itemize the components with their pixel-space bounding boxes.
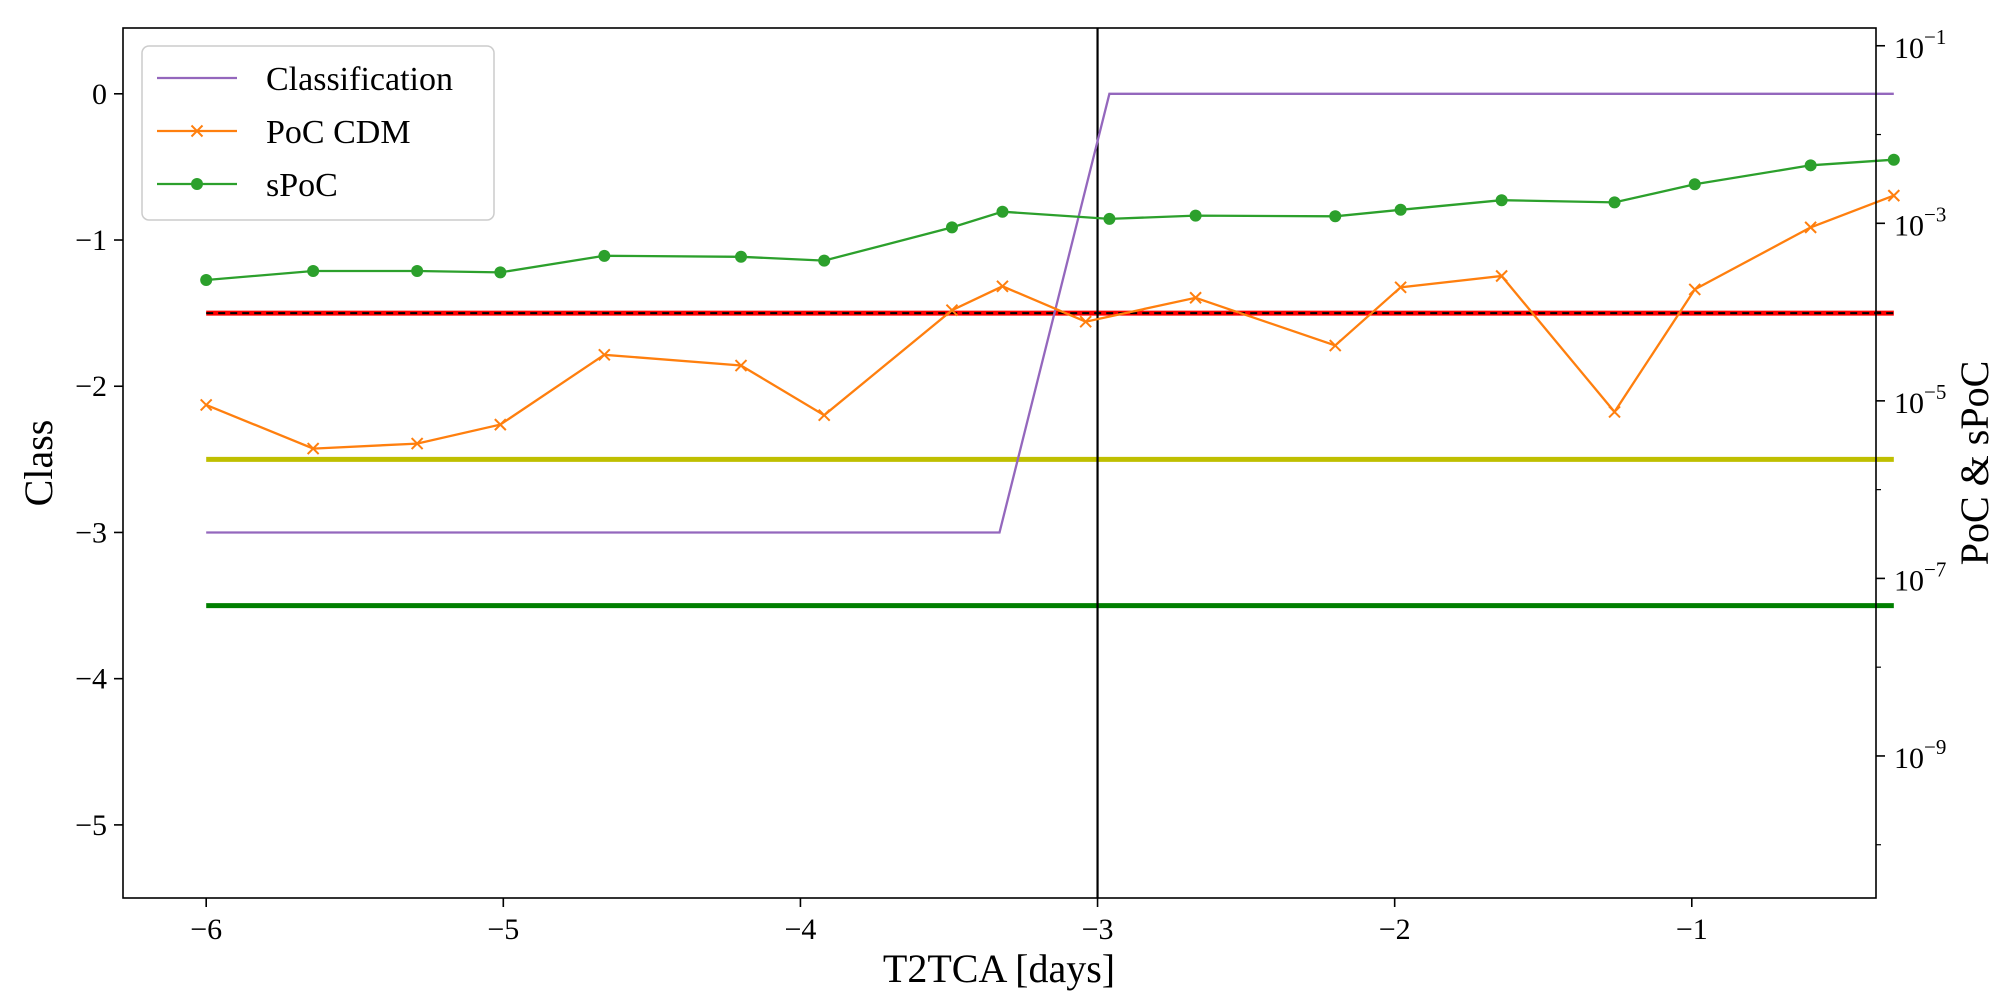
data-point [1688, 178, 1701, 191]
data-point [1329, 339, 1342, 352]
data-point [1887, 153, 1900, 166]
x-tick-label: −4 [784, 913, 816, 946]
data-point [1495, 269, 1508, 283]
data-point [1608, 196, 1621, 209]
y-right-tick-exponent: −9 [1924, 735, 1946, 759]
data-point [734, 359, 748, 372]
data-point [996, 205, 1009, 218]
y-right-tick-label: 10−7 [1894, 557, 1946, 597]
data-point [494, 266, 507, 279]
data-point [1329, 210, 1342, 223]
data-point [598, 249, 611, 262]
axes: −6 −5 −4 −3 −2 −10−1−2−3−4−510−110−310−510−71… [75, 25, 1946, 946]
legend-marker [191, 178, 203, 190]
data-point [1189, 209, 1202, 222]
data-point [1887, 189, 1901, 202]
x-tick-label: −1 [1676, 913, 1708, 946]
data-point [1804, 221, 1817, 234]
series-line [206, 158, 1894, 282]
data-point [945, 221, 958, 234]
legend-label: PoC CDM [266, 114, 411, 151]
legend-marker [190, 124, 204, 138]
data-point [818, 254, 831, 267]
y-right-tick-label: 10−1 [1894, 25, 1946, 65]
y-left-tick-label: 0 [92, 78, 107, 111]
y-left-tick-label: −2 [75, 370, 107, 403]
y-right-tick-base: 10 [1894, 32, 1924, 65]
y-right-tick-exponent: −1 [1924, 25, 1946, 49]
x-tick-label: −6 [190, 913, 222, 946]
data-point [735, 250, 748, 263]
data-point [817, 408, 831, 422]
legend: Classification PoC CDM sPoC [141, 45, 495, 221]
y-right-tick-label: 10−9 [1894, 735, 1946, 775]
data-point [996, 280, 1009, 293]
legend-box [141, 45, 495, 221]
x-tick-label: −2 [1379, 913, 1411, 946]
y-right-tick-exponent: −7 [1924, 557, 1946, 581]
y-left-tick-label: −1 [75, 224, 107, 257]
data-point [1079, 315, 1092, 328]
data-point [1688, 283, 1701, 296]
data-point [1804, 159, 1817, 172]
y-right-tick-exponent: −5 [1924, 380, 1946, 404]
y-right-tick-label: 10−5 [1894, 380, 1946, 420]
data-point [307, 265, 320, 278]
data-point [494, 418, 507, 431]
plot-area [199, 28, 1901, 898]
legend-label: Classification [266, 61, 453, 98]
y-right-tick-base: 10 [1894, 742, 1924, 775]
series-line [206, 92, 1894, 534]
data-point [1394, 281, 1407, 294]
legend-label: sPoC [266, 167, 338, 204]
y-right-tick-base: 10 [1894, 564, 1924, 597]
series-line [205, 194, 1895, 450]
plot-frame [122, 27, 1877, 899]
y-right-tick-exponent: −3 [1924, 202, 1946, 226]
data-point [1394, 203, 1407, 216]
data-point [200, 273, 213, 286]
data-point [945, 303, 959, 317]
data-point [411, 265, 424, 278]
x-tick-label: −5 [487, 913, 519, 946]
data-point [1495, 194, 1508, 207]
data-point [598, 348, 611, 362]
y-left-tick-label: −4 [75, 663, 107, 696]
x-axis-title: T2TCA [days] [883, 946, 1115, 991]
y-right-tick-base: 10 [1894, 209, 1924, 242]
x-tick-label: −3 [1082, 913, 1114, 946]
y-left-tick-label: −3 [75, 516, 107, 549]
data-point [199, 398, 213, 412]
y-axis-left-title: Class [16, 420, 61, 507]
y-left-tick-label: −5 [75, 809, 107, 842]
data-point [1103, 212, 1116, 225]
data-point [306, 442, 320, 455]
y-right-tick-base: 10 [1894, 387, 1924, 420]
data-point [1608, 405, 1621, 419]
data-point [1189, 291, 1202, 304]
y-right-tick-label: 10−3 [1894, 202, 1946, 242]
data-point [410, 437, 424, 450]
y-axis-right-title: PoC & sPoC [1952, 361, 1997, 566]
